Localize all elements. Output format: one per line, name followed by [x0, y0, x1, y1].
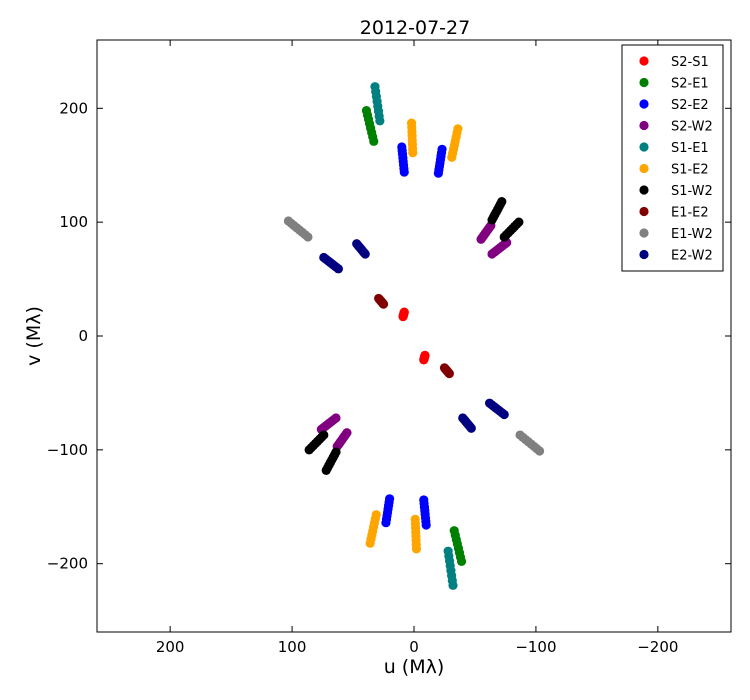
data-point [385, 494, 395, 504]
data-point [487, 215, 497, 225]
chart-title: 2012-07-27 [360, 17, 470, 39]
data-point [331, 413, 341, 423]
data-point [420, 350, 430, 360]
legend: S2-S1 S2-E1 S2-E2 S2-W2 S1-E1 S1-E2 S1-W2 E1-E2… [621, 44, 724, 272]
x-tick-label: −200 [637, 638, 678, 656]
data-point [333, 264, 344, 274]
legend-marker [639, 163, 649, 174]
data-point [487, 249, 497, 259]
ticks-layer: 200 100 0 −100 −200 −200 −100 0 100 200 [47, 40, 731, 656]
plot-frame [96, 39, 732, 633]
legend-box [621, 44, 724, 272]
data-point [515, 430, 525, 440]
data-point [458, 413, 468, 423]
legend-label: E1-E2 [671, 206, 709, 221]
y-axis-title: v (Mλ) [23, 306, 45, 366]
data-point [342, 428, 352, 438]
legend-label: S2-E1 [671, 77, 709, 92]
legend-label: S2-S1 [671, 55, 709, 70]
series-s2-w2 [316, 220, 512, 452]
legend-label: S1-W2 [671, 184, 713, 199]
legend-marker [639, 249, 649, 260]
series-s2-e2 [381, 142, 447, 530]
series-e1-e2 [374, 293, 454, 379]
data-point [375, 116, 385, 126]
legend-marker [639, 228, 649, 238]
series-s1-w2 [304, 197, 524, 475]
legend-marker [639, 142, 649, 152]
data-point [398, 312, 408, 322]
series-e2-w2 [319, 239, 509, 433]
legend-label: S2-W2 [671, 120, 713, 135]
legend-label: S1-E2 [671, 163, 709, 178]
data-point [419, 495, 429, 505]
data-point [408, 148, 418, 158]
y-tick-label: 200 [59, 99, 88, 117]
data-point [433, 168, 443, 178]
data-point [439, 363, 450, 373]
data-point [360, 249, 370, 259]
data-point [319, 430, 329, 440]
y-tick-label: −100 [47, 441, 88, 459]
legend-label: S1-E1 [671, 141, 709, 156]
series-e1-w2 [283, 216, 545, 456]
legend-marker [639, 120, 649, 131]
data-point [447, 152, 457, 162]
series-s2-s1 [398, 307, 430, 365]
x-tick-label: 0 [409, 638, 419, 656]
series-s1-e1 [370, 82, 458, 590]
series-s1-e2 [365, 118, 463, 554]
legend-marker [639, 185, 649, 195]
data-point [399, 167, 409, 177]
data-point [410, 514, 420, 524]
data-point [476, 234, 486, 244]
x-tick-label: −100 [515, 638, 556, 656]
legend-marker [639, 56, 649, 66]
data-point [449, 526, 459, 536]
legend-marker [639, 99, 649, 109]
data-point [443, 546, 453, 556]
legend-label: S2-E2 [671, 98, 709, 113]
data-point [331, 447, 341, 457]
x-axis-title: u (Mλ) [384, 656, 445, 678]
data-point [303, 232, 313, 242]
legend-label: E1-W2 [671, 227, 713, 242]
y-tick-label: 0 [78, 327, 88, 345]
marks-layer [283, 82, 545, 590]
data-point [378, 299, 389, 309]
x-tick-label: 200 [156, 638, 185, 656]
data-point [484, 398, 495, 408]
legend-label: E2-W2 [671, 249, 713, 264]
data-point [371, 510, 381, 520]
x-tick-label: 100 [278, 638, 307, 656]
legend-marker [639, 77, 649, 88]
y-tick-label: 100 [59, 213, 88, 231]
data-point [369, 136, 379, 146]
data-point [499, 232, 509, 242]
y-tick-label: −200 [47, 555, 88, 573]
series-s2-e1 [361, 105, 467, 567]
legend-marker [639, 206, 649, 217]
